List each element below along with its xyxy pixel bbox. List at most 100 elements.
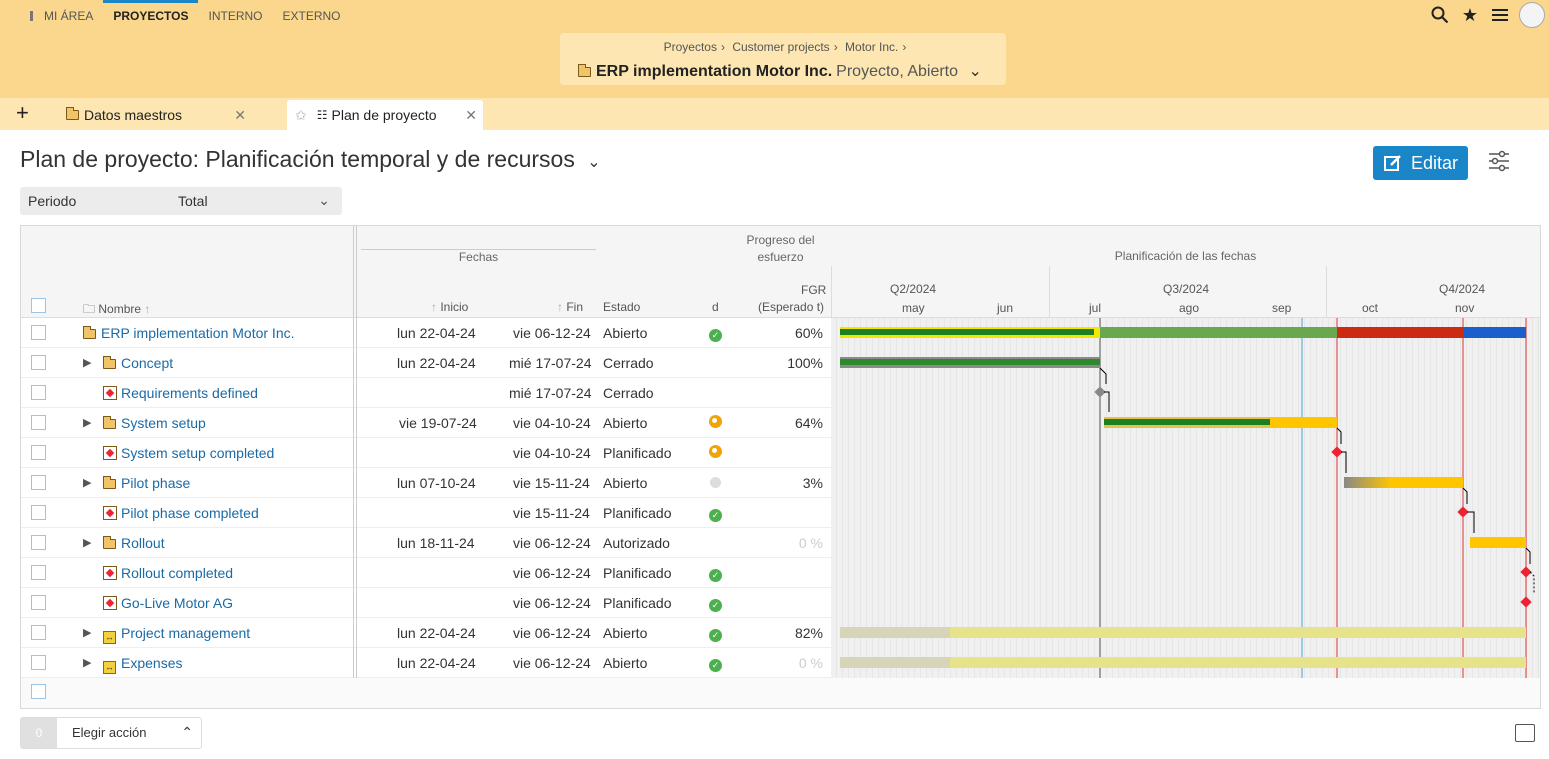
row-name[interactable]: System setup xyxy=(121,415,206,431)
column-d-header[interactable]: d xyxy=(712,300,719,314)
row-checkbox[interactable] xyxy=(31,655,46,670)
top-icons: ★ xyxy=(1425,0,1549,30)
main-nav: MI ÁREA PROYECTOS INTERNO EXTERNO xyxy=(20,0,351,32)
gantt-milestone xyxy=(1457,506,1469,518)
chevron-up-icon: ⌃ xyxy=(181,724,193,740)
expand-icon[interactable]: ▶ xyxy=(83,477,92,489)
gantt-bar xyxy=(840,627,1526,638)
row-name[interactable]: ERP implementation Motor Inc. xyxy=(101,325,295,341)
breadcrumb-item[interactable]: Proyectos xyxy=(663,40,717,54)
expand-icon[interactable]: ▶ xyxy=(83,417,92,429)
row-checkbox[interactable] xyxy=(31,475,46,490)
add-tab-button[interactable]: + xyxy=(16,100,29,125)
status-ok-icon: ✓ xyxy=(709,629,722,642)
row-name[interactable]: Project management xyxy=(121,625,251,641)
search-icon[interactable] xyxy=(1425,0,1455,30)
row-name[interactable]: Expenses xyxy=(121,655,183,671)
footer-select-checkbox[interactable] xyxy=(31,684,46,699)
star-icon[interactable]: ★ xyxy=(1461,4,1479,25)
row-checkbox[interactable] xyxy=(31,595,46,610)
folder-icon xyxy=(66,107,79,120)
project-subtitle: Proyecto, Abierto xyxy=(836,63,959,80)
tab-bar: + Datos maestros ✕ ✩ ☷ Plan de proyecto ✕ xyxy=(0,98,1549,130)
row-checkbox[interactable] xyxy=(31,355,46,370)
breadcrumb-item[interactable]: Motor Inc. xyxy=(845,40,899,54)
dependency-arrow xyxy=(1104,391,1110,412)
row-checkbox[interactable] xyxy=(31,535,46,550)
row-checkbox[interactable] xyxy=(31,625,46,640)
row-checkbox[interactable] xyxy=(31,415,46,430)
menu-icon[interactable] xyxy=(1485,0,1515,30)
column-end-header[interactable]: ↑ Fin xyxy=(557,300,584,314)
column-start-header[interactable]: ↑ Inicio xyxy=(431,300,469,314)
row-end: vie 15-11-24 xyxy=(513,505,590,521)
row-progress: 3% xyxy=(802,475,823,491)
project-selector[interactable]: ERP implementation Motor Inc. Proyecto, A… xyxy=(578,61,982,81)
select-all-checkbox[interactable] xyxy=(31,298,46,313)
row-name[interactable]: Concept xyxy=(121,355,174,371)
column-name-header[interactable]: 🗀 Nombre ↑ xyxy=(83,302,151,316)
gantt-bar xyxy=(1470,537,1526,548)
period-label: Periodo xyxy=(28,193,77,209)
page-title[interactable]: Plan de proyecto: Planificación temporal… xyxy=(20,146,601,172)
gantt-bar xyxy=(1100,327,1337,338)
row-checkbox[interactable] xyxy=(31,505,46,520)
tab-datos-maestros[interactable]: Datos maestros ✕ xyxy=(56,100,260,130)
column-fgr-header[interactable]: FGR xyxy=(801,283,827,297)
gantt-bar xyxy=(1463,327,1526,338)
row-status: Abierto xyxy=(603,415,648,431)
nav-interno[interactable]: INTERNO xyxy=(208,9,263,23)
gantt-bar xyxy=(1344,477,1463,488)
row-name[interactable]: Requirements defined xyxy=(121,385,258,401)
pin-icon[interactable]: ✩ xyxy=(295,106,307,123)
breadcrumb-item[interactable]: Customer projects xyxy=(732,40,830,54)
row-name[interactable]: Rollout completed xyxy=(121,565,234,581)
export-icon[interactable] xyxy=(1515,724,1535,742)
project-context: Proyectos › Customer projects › Motor Inc.… xyxy=(560,33,1006,85)
gantt-bar-progress xyxy=(840,329,1094,335)
row-name[interactable]: Rollout xyxy=(121,535,165,551)
row-checkbox[interactable] xyxy=(31,565,46,580)
row-name[interactable]: System setup completed xyxy=(121,445,275,461)
quarter-q4: Q4/2024 xyxy=(1439,282,1486,296)
row-checkbox[interactable] xyxy=(31,445,46,460)
column-status-header[interactable]: Estado xyxy=(603,300,641,314)
milestone-icon xyxy=(103,506,117,520)
folder-icon xyxy=(578,64,591,77)
row-name[interactable]: Pilot phase completed xyxy=(121,505,259,521)
close-icon[interactable]: ✕ xyxy=(234,106,246,123)
row-checkbox[interactable] xyxy=(31,385,46,400)
nav-externo[interactable]: EXTERNO xyxy=(282,9,341,23)
edit-button[interactable]: Editar xyxy=(1373,146,1468,180)
period-select[interactable]: Periodo Total ⌄ xyxy=(20,187,342,215)
row-name[interactable]: Pilot phase xyxy=(121,475,191,491)
status-neutral-icon xyxy=(710,477,721,488)
tab-plan-de-proyecto[interactable]: ✩ ☷ Plan de proyecto ✕ xyxy=(287,100,483,130)
nav-mi-area[interactable]: MI ÁREA xyxy=(20,0,103,32)
folder-icon xyxy=(103,416,116,429)
row-start: vie 19-07-24 xyxy=(399,415,477,431)
nav-proyectos[interactable]: PROYECTOS xyxy=(103,0,199,32)
expand-icon[interactable]: ▶ xyxy=(83,627,92,639)
gantt-bar-shade xyxy=(840,627,950,638)
row-status: Abierto xyxy=(603,325,648,341)
close-icon[interactable]: ✕ xyxy=(465,106,477,123)
status-warning-icon xyxy=(709,415,722,428)
chevron-down-icon: ⌄ xyxy=(587,154,601,171)
gantt-milestone xyxy=(1331,446,1343,458)
dates-group-header: Fechas xyxy=(361,249,596,264)
row-checkbox[interactable] xyxy=(31,325,46,340)
expand-icon[interactable]: ▶ xyxy=(83,537,92,549)
gantt-svg xyxy=(840,318,1535,678)
row-status: Planificado xyxy=(603,595,672,611)
expand-icon[interactable]: ▶ xyxy=(83,357,92,369)
avatar[interactable] xyxy=(1519,2,1545,28)
row-progress: 82% xyxy=(794,625,823,641)
bulk-action-select[interactable]: 0 Elegir acción ⌃ xyxy=(20,717,202,749)
expand-icon[interactable]: ▶ xyxy=(83,657,92,669)
row-status: Autorizado xyxy=(603,535,670,551)
breadcrumb: Proyectos › Customer projects › Motor Inc.… xyxy=(663,40,907,54)
settings-sliders-icon[interactable] xyxy=(1488,150,1512,176)
status-ok-icon: ✓ xyxy=(709,599,722,612)
row-name[interactable]: Go-Live Motor AG xyxy=(121,595,234,611)
